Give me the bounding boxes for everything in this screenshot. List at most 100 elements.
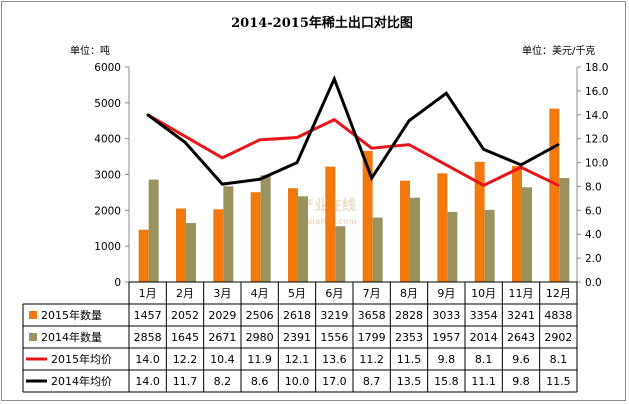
- category-label: 11月: [509, 287, 534, 300]
- data-cell: 11.2: [359, 353, 384, 366]
- data-cell: 4838: [544, 309, 572, 322]
- data-cell: 14.0: [135, 375, 160, 388]
- category-label: 9月: [437, 287, 455, 300]
- bar: [325, 166, 336, 282]
- point: [519, 163, 523, 167]
- data-cell: 3354: [470, 309, 498, 322]
- bar: [522, 187, 532, 282]
- data-cell: 9.8: [512, 375, 530, 388]
- data-cell: 8.6: [251, 375, 269, 388]
- data-cell: 8.1: [550, 353, 568, 366]
- data-cell: 14.0: [135, 353, 160, 366]
- bar: [250, 192, 261, 282]
- bar: [549, 108, 560, 282]
- left-tick-label: 6000: [94, 62, 121, 74]
- data-cell: 13.5: [397, 375, 422, 388]
- data-cell: 2980: [246, 331, 274, 344]
- left-axis-unit: 单位：吨: [70, 44, 110, 57]
- series-line: [146, 74, 560, 186]
- data-cell: 3033: [432, 309, 460, 322]
- right-tick-label: 2.0: [585, 253, 602, 265]
- bar: [148, 179, 159, 282]
- category-label: 1月: [139, 287, 157, 300]
- data-cell: 2029: [208, 309, 236, 322]
- right-tick-label: 4.0: [585, 229, 602, 241]
- category-label: 3月: [213, 287, 231, 300]
- data-table: 1月 2月 3月 4月 5月 6月 7月 8月 9月 10月 11月 12月 2015年数量 1457 20…: [22, 281, 578, 393]
- bar: [260, 175, 271, 282]
- category-label: 2月: [176, 287, 194, 300]
- data-cell: 1556: [320, 331, 348, 344]
- left-tick-label: 2000: [94, 205, 121, 217]
- data-cell: 8.1: [475, 353, 493, 366]
- series-line: [146, 113, 559, 187]
- data-cell: 2618: [283, 309, 311, 322]
- point: [258, 178, 261, 181]
- data-cell: 3219: [320, 309, 348, 322]
- point: [146, 113, 149, 116]
- data-cell: 12.1: [285, 353, 310, 366]
- point: [482, 148, 485, 151]
- category-label: 12月: [546, 287, 571, 300]
- data-cell: 3241: [507, 309, 535, 322]
- bar: [447, 211, 458, 282]
- data-cell: 2052: [171, 309, 199, 322]
- data-cell: 10.0: [285, 375, 310, 388]
- legend-label: 2014年数量: [41, 330, 102, 344]
- data-cell: 2643: [507, 331, 535, 344]
- data-cell: 2828: [395, 309, 423, 322]
- data-cell: 11.7: [173, 375, 198, 388]
- data-cell: 11.5: [546, 375, 571, 388]
- right-axis-unit: 单位：美元/千克: [522, 44, 595, 57]
- left-tick-label: 5000: [94, 98, 121, 110]
- data-cell: 2391: [283, 331, 311, 344]
- data-cell: 2902: [544, 331, 572, 344]
- data-cell: 2353: [395, 331, 423, 344]
- data-cell: 13.6: [322, 353, 347, 366]
- category-label: 10月: [471, 287, 496, 300]
- point: [557, 143, 560, 146]
- point: [445, 163, 448, 167]
- bar: [559, 178, 570, 282]
- category-label: 4月: [251, 287, 269, 300]
- legend-swatch: [29, 311, 37, 319]
- data-cell: 9.8: [438, 353, 456, 366]
- bar: [474, 161, 485, 282]
- left-tick-label: 0: [114, 277, 121, 289]
- category-label: 5月: [288, 287, 306, 300]
- point: [295, 136, 299, 139]
- point: [333, 118, 336, 121]
- point: [221, 182, 224, 186]
- legend-label: 2015年数量: [41, 308, 102, 322]
- data-cell: 11.9: [247, 353, 272, 366]
- bar: [176, 208, 186, 282]
- point: [482, 184, 485, 187]
- left-tick-label: 1000: [94, 241, 121, 253]
- data-cell: 11.1: [471, 375, 496, 388]
- point: [557, 184, 560, 187]
- bar: [410, 197, 420, 282]
- point: [407, 143, 411, 146]
- data-cell: 3658: [358, 309, 386, 322]
- point: [183, 135, 187, 138]
- data-cell: 11.5: [397, 353, 422, 366]
- right-tick-label: 0.0: [585, 277, 602, 289]
- category-label: 8月: [400, 287, 418, 300]
- data-cell: 2506: [246, 309, 274, 322]
- data-cell: 9.6: [512, 353, 530, 366]
- right-tick-label: 6.0: [585, 205, 602, 217]
- data-cell: 8.7: [363, 375, 381, 388]
- category-label: 6月: [325, 287, 343, 300]
- bar: [512, 165, 522, 282]
- data-cell: 8.2: [214, 375, 232, 388]
- data-cell: 15.8: [434, 375, 459, 388]
- data-cell: 2671: [208, 331, 236, 344]
- point: [370, 176, 373, 180]
- legend-label: 2014年均价: [51, 374, 112, 388]
- data-cell: 2014: [470, 331, 498, 344]
- point: [370, 147, 373, 150]
- legend-label: 2015年均价: [51, 352, 112, 366]
- bar: [335, 226, 346, 282]
- data-cell: 2858: [134, 331, 162, 344]
